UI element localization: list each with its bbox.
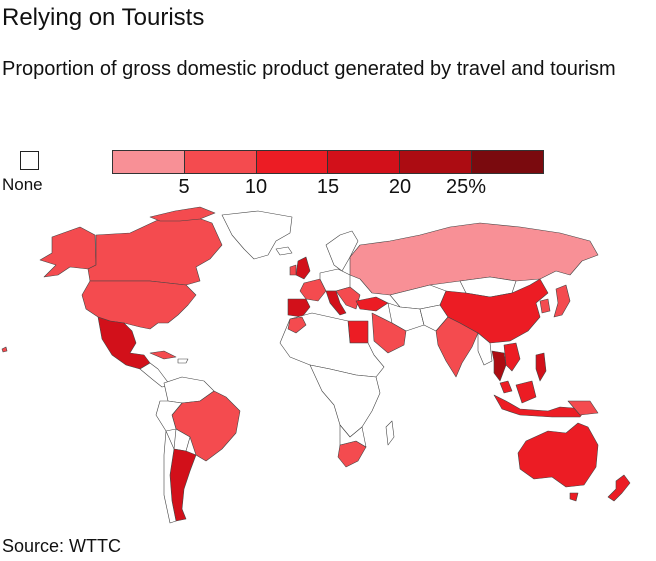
region-uk: [295, 256, 311, 280]
region-tasmania: [569, 492, 579, 502]
region-mexico: [97, 316, 151, 370]
chart-title: Relying on Tourists: [2, 4, 205, 31]
region-australia: [517, 422, 599, 488]
region-iceland: [275, 246, 293, 256]
region-philippines: [535, 352, 547, 382]
region-central-europe: [319, 268, 351, 292]
region-malaysia: [499, 380, 513, 394]
legend-swatch-5: [400, 151, 473, 173]
region-iberia: [287, 298, 311, 318]
source-note: Source: WTTC: [2, 536, 122, 556]
legend-tick: 25%: [445, 176, 487, 198]
region-usa: [81, 280, 197, 330]
region-peru: [155, 400, 183, 432]
legend-tick: 5: [178, 176, 190, 198]
legend-tick: 15: [316, 176, 340, 198]
region-central-africa: [309, 364, 381, 438]
region-korea: [539, 298, 551, 314]
legend-swatch-6: [472, 151, 543, 173]
region-new-guinea: [567, 400, 599, 416]
chart-subtitle: Proportion of gross domestic product gen…: [2, 58, 616, 80]
region-new-zealand: [607, 474, 631, 502]
legend-swatch-4: [328, 151, 401, 173]
legend-swatch-1: [113, 151, 185, 173]
legend-none-label: None: [2, 175, 43, 194]
legend-none-swatch: [20, 151, 39, 170]
region-chile: [163, 430, 177, 524]
region-japan: [553, 284, 571, 318]
region-canada-arctic: [149, 206, 216, 222]
region-indochina: [503, 342, 521, 372]
legend-tick: 10: [244, 176, 268, 198]
legend-ticks: 5 10 15 20 25%: [0, 176, 656, 200]
legend-swatch-3: [256, 151, 329, 173]
legend-tick: 20: [388, 176, 412, 198]
region-north-africa: [279, 312, 385, 378]
region-southern-africa: [339, 424, 367, 448]
region-turkey: [355, 296, 389, 312]
region-cuba: [149, 350, 177, 360]
region-hawaii: [1, 346, 8, 353]
region-central-america: [139, 362, 171, 388]
region-alaska: [39, 226, 97, 278]
region-saudi-arabia: [371, 312, 407, 354]
region-china: [439, 278, 549, 344]
region-hispaniola: [177, 358, 189, 364]
region-egypt: [347, 320, 369, 344]
region-ireland: [289, 264, 297, 276]
region-borneo: [515, 380, 537, 404]
legend-swatch-2: [184, 151, 257, 173]
region-russia: [349, 222, 599, 296]
region-madagascar: [385, 420, 395, 446]
region-myanmar: [477, 332, 493, 366]
region-canada: [87, 214, 223, 286]
legend-color-scale: [112, 150, 544, 174]
region-thailand: [491, 350, 507, 382]
world-map: [1, 206, 631, 524]
region-greenland: [221, 210, 293, 260]
region-south-africa: [337, 440, 367, 468]
region-morocco: [287, 316, 307, 334]
